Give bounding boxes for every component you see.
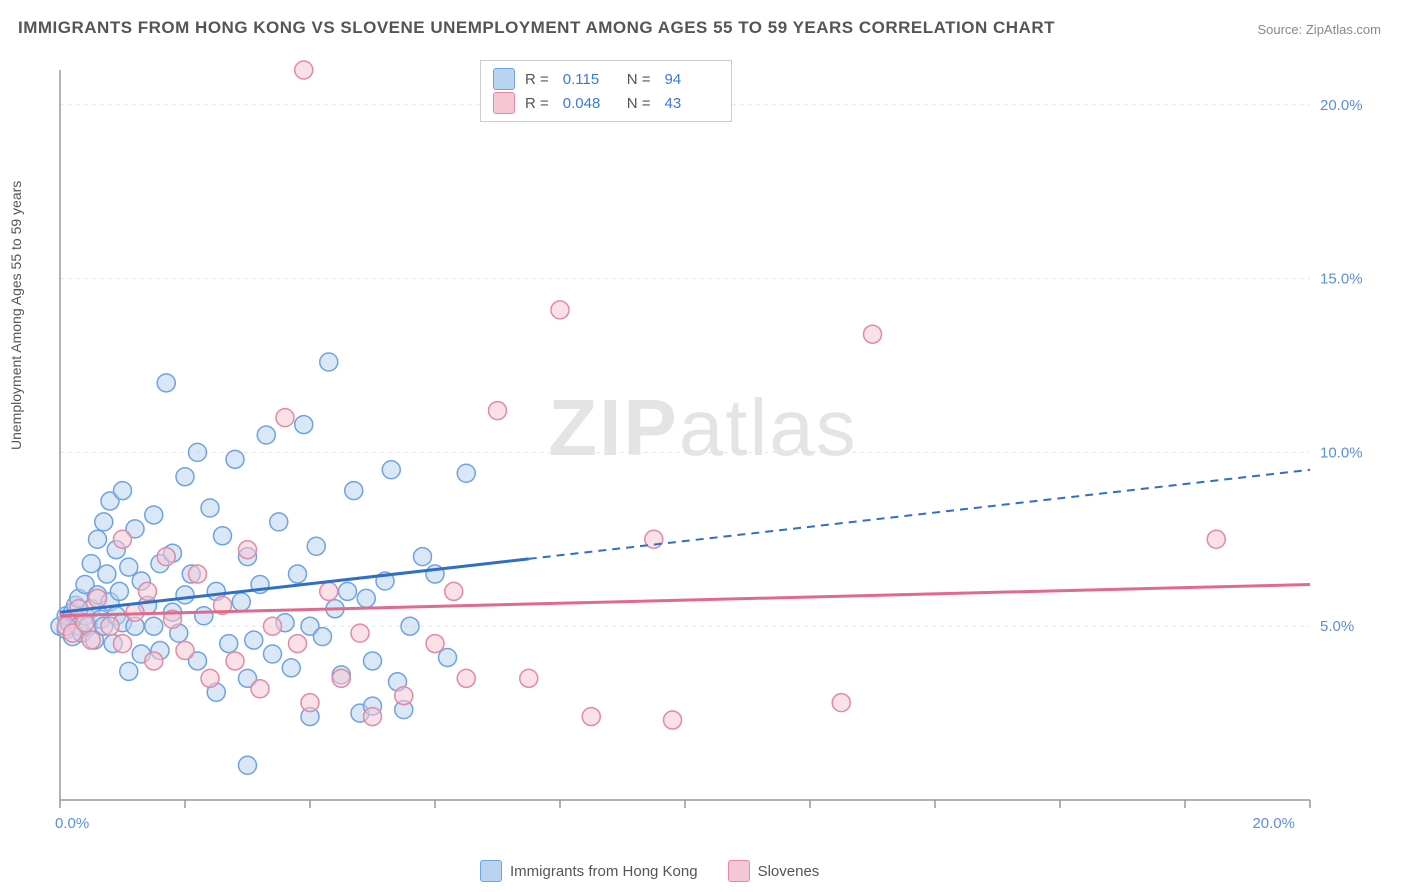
source-credit: Source: ZipAtlas.com bbox=[1257, 22, 1381, 37]
svg-text:10.0%: 10.0% bbox=[1320, 444, 1363, 461]
chart-title: IMMIGRANTS FROM HONG KONG VS SLOVENE UNE… bbox=[18, 18, 1055, 38]
r-label: R = bbox=[525, 71, 549, 88]
scatter-chart: 5.0% 10.0% 15.0% 20.0% 0.0% 20.0% bbox=[50, 60, 1380, 840]
series-name-sl: Slovenes bbox=[758, 863, 820, 880]
source-label: Source: bbox=[1257, 22, 1305, 37]
svg-text:20.0%: 20.0% bbox=[1320, 97, 1363, 114]
correlation-legend: R = 0.115 N = 94 R = 0.048 N = 43 bbox=[480, 60, 732, 122]
n-label: N = bbox=[627, 95, 651, 112]
n-value-hk: 94 bbox=[665, 71, 715, 88]
legend-item-hk: Immigrants from Hong Kong bbox=[480, 860, 698, 882]
n-label: N = bbox=[627, 71, 651, 88]
svg-text:5.0%: 5.0% bbox=[1320, 618, 1354, 635]
swatch-hk bbox=[480, 860, 502, 882]
series-legend: Immigrants from Hong Kong Slovenes bbox=[480, 860, 819, 882]
svg-text:20.0%: 20.0% bbox=[1252, 815, 1295, 832]
legend-item-sl: Slovenes bbox=[728, 860, 820, 882]
legend-row-hk: R = 0.115 N = 94 bbox=[493, 67, 719, 91]
svg-text:15.0%: 15.0% bbox=[1320, 271, 1363, 288]
y-axis-label: Unemployment Among Ages 55 to 59 years bbox=[8, 181, 24, 450]
swatch-sl bbox=[493, 92, 515, 114]
r-value-sl: 0.048 bbox=[563, 95, 613, 112]
source-link[interactable]: ZipAtlas.com bbox=[1306, 22, 1381, 37]
series-name-hk: Immigrants from Hong Kong bbox=[510, 863, 698, 880]
plot-area: 5.0% 10.0% 15.0% 20.0% 0.0% 20.0% bbox=[50, 60, 1380, 840]
swatch-hk bbox=[493, 68, 515, 90]
r-value-hk: 0.115 bbox=[563, 71, 613, 88]
legend-row-sl: R = 0.048 N = 43 bbox=[493, 91, 719, 115]
swatch-sl bbox=[728, 860, 750, 882]
r-label: R = bbox=[525, 95, 549, 112]
n-value-sl: 43 bbox=[665, 95, 715, 112]
svg-text:0.0%: 0.0% bbox=[55, 815, 89, 832]
